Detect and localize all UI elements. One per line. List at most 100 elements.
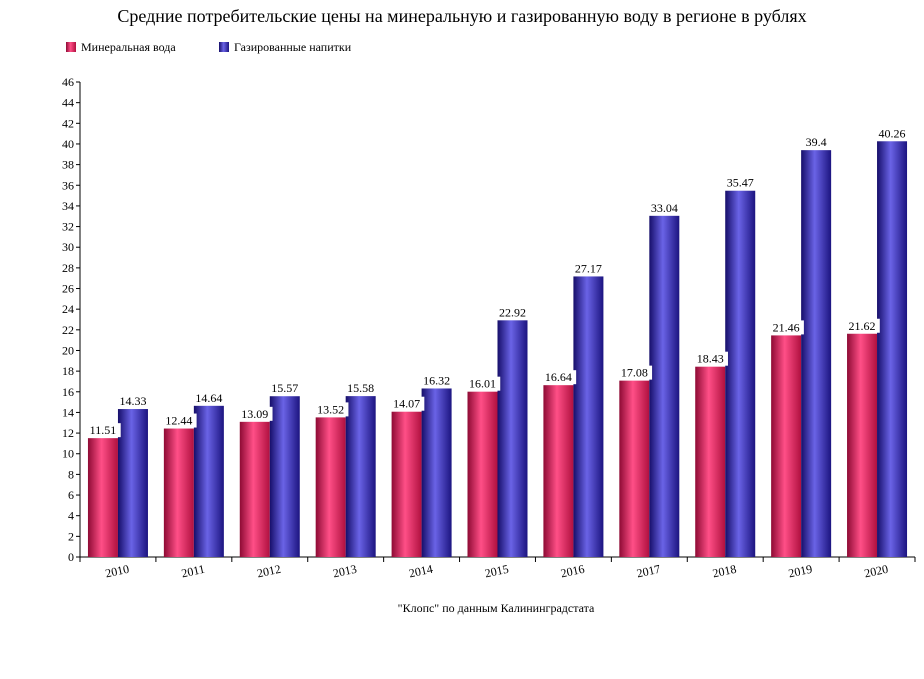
legend-label-mineral: Минеральная вода (81, 40, 176, 54)
y-tick-label: 2 (68, 529, 74, 543)
bar-soda-2011 (193, 405, 224, 557)
data-label-soda-2010: 14.33 (119, 394, 146, 408)
y-tick-label: 4 (68, 509, 74, 523)
y-axis: 0246810121416182022242628303234363840424… (62, 75, 81, 564)
data-label-soda-2019: 39.4 (806, 135, 827, 149)
x-tick-label-2020: 2020 (863, 562, 889, 581)
x-tick-label-2018: 2018 (711, 562, 737, 581)
bars (87, 141, 908, 558)
bar-soda-2018 (725, 190, 756, 557)
y-tick-label: 0 (68, 550, 74, 564)
x-tick-label-2016: 2016 (559, 562, 585, 581)
bar-mineral-2016 (543, 385, 574, 557)
y-tick-label: 16 (62, 385, 74, 399)
y-tick-label: 8 (68, 467, 74, 481)
data-label-bg (464, 376, 501, 391)
data-label-bg (267, 381, 303, 396)
data-label-mineral-2014: 14.07 (393, 397, 420, 411)
data-label-mineral-2012: 13.09 (241, 407, 268, 421)
source-note: "Клопс" по данным Калининградстата (398, 601, 595, 615)
data-label-mineral-2011: 12.44 (165, 414, 192, 428)
y-tick-label: 18 (62, 364, 74, 378)
data-label-soda-2018: 35.47 (727, 176, 754, 190)
bar-mineral-2018 (695, 366, 726, 557)
data-label-bg (115, 394, 151, 409)
bar-soda-2020 (877, 141, 908, 558)
data-label-bg (191, 390, 227, 405)
data-label-soda-2016: 27.17 (575, 261, 602, 275)
data-label-bg (388, 396, 425, 411)
x-tick-label-2011: 2011 (180, 562, 206, 581)
data-label-bg (540, 370, 577, 385)
y-tick-label: 38 (62, 158, 74, 172)
data-label-soda-2013: 15.58 (347, 381, 374, 395)
data-label-mineral-2019: 21.46 (773, 320, 800, 334)
y-tick-label: 36 (62, 178, 74, 192)
data-label-mineral-2020: 21.62 (849, 319, 876, 333)
bar-soda-2019 (801, 150, 832, 558)
bar-soda-2017 (649, 215, 680, 557)
data-label-bg (494, 305, 531, 320)
y-tick-label: 32 (62, 220, 74, 234)
y-tick-label: 44 (62, 96, 74, 110)
bar-mineral-2020 (847, 333, 878, 557)
data-label-bg (646, 200, 683, 215)
bar-mineral-2012 (239, 421, 270, 557)
data-label-bg (801, 135, 831, 150)
bar-soda-2012 (269, 396, 300, 557)
bar-soda-2014 (421, 388, 452, 557)
data-label-bg (722, 175, 758, 190)
data-label-bg (570, 261, 607, 276)
chart-title: Средние потребительские цены на минераль… (117, 6, 806, 26)
x-tick-label-2019: 2019 (787, 562, 813, 581)
data-label-bg (874, 126, 910, 141)
x-tick-label-2012: 2012 (256, 562, 282, 581)
data-label-soda-2012: 15.57 (271, 381, 298, 395)
data-label-soda-2015: 22.92 (499, 305, 526, 319)
data-label-bg (418, 373, 455, 388)
y-tick-label: 26 (62, 282, 74, 296)
data-label-bg (768, 320, 804, 335)
x-axis: 2010 2011 2012 2013 2014 2015 2016 2017 2018 2019… (79, 556, 916, 581)
y-tick-label: 14 (62, 405, 74, 419)
data-label-mineral-2010: 11.51 (90, 423, 117, 437)
y-tick-label: 20 (62, 343, 74, 357)
legend-label-soda: Газированные напитки (234, 40, 352, 54)
x-tick-label-2014: 2014 (408, 562, 434, 581)
bar-mineral-2019 (771, 335, 802, 557)
data-label-bg (312, 402, 349, 417)
data-label-mineral-2016: 16.64 (545, 370, 572, 384)
data-label-bg (237, 406, 273, 421)
data-label-bg (616, 365, 653, 380)
data-label-mineral-2017: 17.08 (621, 366, 648, 380)
y-tick-label: 24 (62, 302, 74, 316)
y-tick-label: 30 (62, 240, 74, 254)
data-label-bg (85, 423, 121, 438)
data-label-bg (692, 351, 728, 366)
x-tick-label-2015: 2015 (483, 562, 509, 581)
legend-swatch-mineral (66, 42, 76, 52)
x-tick-label-2013: 2013 (332, 562, 358, 581)
bar-mineral-2015 (467, 391, 498, 557)
data-label-soda-2011: 14.64 (195, 391, 222, 405)
y-tick-label: 6 (68, 488, 74, 502)
bar-mineral-2014 (391, 411, 422, 557)
bar-mineral-2017 (619, 380, 650, 557)
data-label-bg (844, 318, 880, 333)
data-label-mineral-2018: 18.43 (697, 352, 724, 366)
x-tick-label-2017: 2017 (635, 562, 661, 581)
data-label-bg (161, 413, 197, 428)
bar-mineral-2011 (163, 428, 194, 557)
bar-mineral-2010 (87, 438, 118, 557)
legend-swatch-soda (219, 42, 229, 52)
y-tick-label: 28 (62, 261, 74, 275)
x-tick-label-2010: 2010 (104, 562, 130, 581)
data-label-soda-2020: 40.26 (879, 126, 906, 140)
data-label-mineral-2013: 13.52 (317, 402, 344, 416)
bar-soda-2010 (117, 409, 148, 557)
bar-soda-2013 (345, 396, 376, 557)
y-tick-label: 40 (62, 137, 74, 151)
